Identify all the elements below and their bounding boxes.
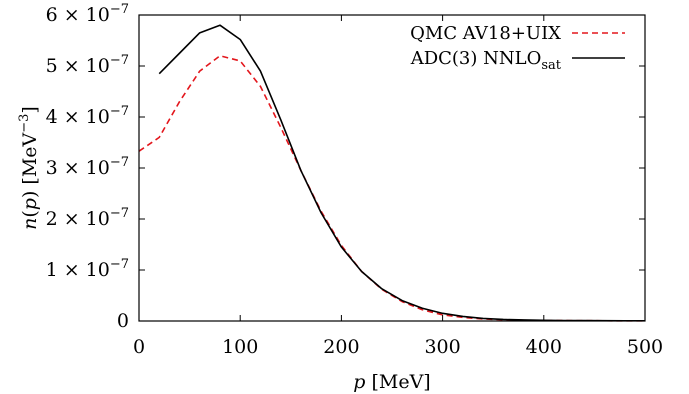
x-tick-label: 400 [526, 336, 562, 358]
x-axis-title: p [MeV] [353, 371, 430, 393]
y-tick-label: 4 × 10−7 [46, 104, 129, 128]
x-tick-label: 0 [133, 336, 145, 358]
x-tick-label: 300 [424, 336, 460, 358]
y-axis-title: n(p) [MeV−3] [17, 106, 41, 230]
plot-frame [138, 14, 646, 322]
series-line-adc [158, 24, 645, 322]
ticks-layer: 0 100 200 300 400 500 0 1 × 10−7 2 × 10−7 3 × 10−… [46, 2, 664, 358]
y-tick-label: 1 × 10−7 [46, 257, 129, 281]
legend-label: QMC AV18+UIX [410, 23, 561, 44]
series-line-qmc [138, 54, 645, 322]
x-tick-label: 100 [222, 336, 258, 358]
plot-data-layer [138, 24, 645, 322]
y-tick-label: 0 [117, 310, 129, 332]
legend-label: ADC(3) NNLOsat [410, 48, 562, 73]
y-tick-label: 3 × 10−7 [46, 155, 129, 179]
x-tick-label: 200 [323, 336, 359, 358]
y-tick-label: 2 × 10−7 [46, 206, 129, 230]
legend: QMC AV18+UIX ADC(3) NNLOsat [410, 23, 625, 73]
y-tick-label: 6 × 10−7 [46, 2, 129, 26]
x-tick-label: 500 [627, 336, 663, 358]
y-tick-label: 5 × 10−7 [46, 53, 129, 77]
